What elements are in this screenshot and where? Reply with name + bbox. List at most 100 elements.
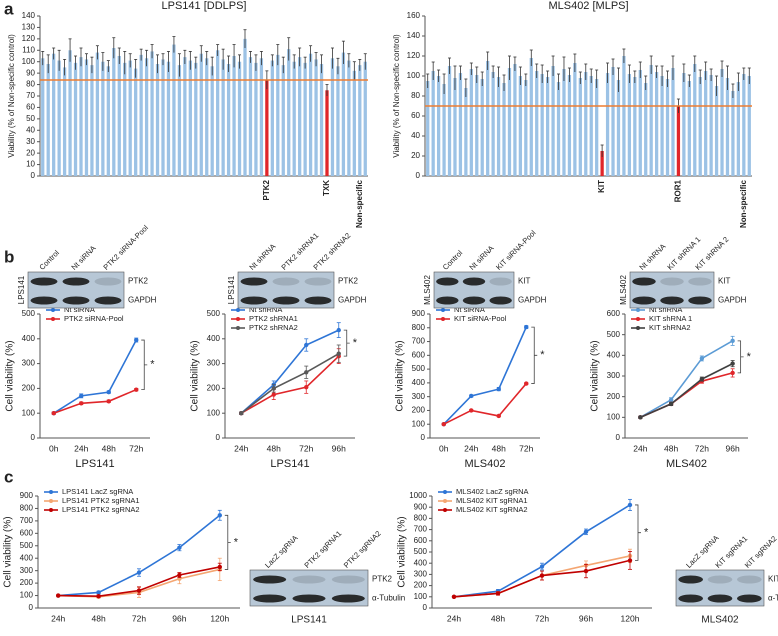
x-tick-label: 24h bbox=[464, 443, 478, 453]
bar bbox=[358, 65, 362, 176]
legend-label: PTK2 siRNA-Pool bbox=[64, 314, 124, 323]
y-tick-label: 80 bbox=[26, 80, 35, 89]
bar bbox=[627, 74, 632, 176]
significance-bracket bbox=[224, 514, 231, 570]
bar bbox=[352, 70, 356, 176]
bar bbox=[426, 81, 430, 176]
x-tick-label: 72h bbox=[132, 613, 146, 623]
y-tick-label: 40 bbox=[411, 131, 420, 140]
point bbox=[730, 338, 735, 344]
point bbox=[304, 384, 309, 390]
y-tick-label: 600 bbox=[20, 528, 34, 537]
x-tick-label: 24h bbox=[447, 613, 461, 623]
bar bbox=[584, 72, 588, 176]
y-axis-title: Cell viability (%) bbox=[397, 516, 408, 587]
series-line bbox=[443, 383, 527, 425]
legend-marker bbox=[49, 508, 53, 512]
bar bbox=[79, 57, 83, 177]
bar bbox=[150, 51, 154, 176]
point bbox=[96, 593, 101, 599]
y-tick-label: 400 bbox=[607, 350, 621, 359]
point bbox=[730, 361, 735, 366]
x-tick-label: 72h bbox=[695, 443, 709, 453]
bar bbox=[101, 61, 105, 176]
point bbox=[134, 387, 139, 392]
y-axis-title: Viability (% of Non-specific control) bbox=[7, 34, 16, 158]
x-tick-label: 0h bbox=[439, 443, 449, 453]
y-tick-label: 20 bbox=[26, 148, 35, 157]
bar bbox=[248, 57, 253, 177]
bar bbox=[469, 69, 473, 176]
series-line bbox=[453, 504, 631, 598]
point bbox=[583, 529, 589, 535]
bar bbox=[52, 53, 56, 176]
bar bbox=[611, 67, 615, 176]
point bbox=[106, 399, 111, 404]
x-tick-label: 24h bbox=[633, 443, 647, 453]
bar bbox=[654, 72, 659, 176]
x-tick-label: 48h bbox=[267, 443, 281, 453]
y-tick-label: 200 bbox=[412, 406, 426, 415]
point bbox=[638, 415, 643, 420]
y-tick-label: 200 bbox=[22, 384, 36, 393]
legend-label: PTK2 shRNA1 bbox=[249, 314, 298, 323]
y-tick-label: 400 bbox=[20, 553, 34, 562]
y-tick-label: 600 bbox=[414, 536, 428, 545]
significance-bracket bbox=[141, 339, 148, 391]
series-line bbox=[240, 355, 340, 414]
y-tick-label: 700 bbox=[20, 516, 34, 525]
bar bbox=[660, 76, 664, 176]
y-tick-label: 300 bbox=[22, 359, 36, 368]
bar bbox=[720, 69, 724, 176]
blot-band bbox=[436, 296, 459, 305]
y-tick-label: 500 bbox=[412, 364, 426, 373]
x-tick-label: 48h bbox=[492, 443, 506, 453]
bar bbox=[622, 56, 626, 176]
y-tick-label: 90 bbox=[26, 68, 35, 77]
band-label: GAPDH bbox=[518, 296, 547, 305]
y-tick-label: 0 bbox=[416, 171, 421, 180]
significance-bracket bbox=[343, 329, 350, 357]
x-tick-label: 24h bbox=[234, 443, 248, 453]
bar bbox=[540, 74, 544, 176]
bar bbox=[210, 66, 214, 176]
legend-marker bbox=[236, 317, 240, 321]
legend-label: LPS141 PTK2 sgRNA2 bbox=[62, 505, 140, 514]
point bbox=[496, 386, 501, 392]
bar bbox=[731, 91, 735, 176]
point bbox=[469, 393, 474, 399]
point bbox=[469, 408, 474, 413]
bar bbox=[276, 54, 280, 176]
bar bbox=[308, 53, 313, 176]
series-line bbox=[58, 514, 221, 597]
bar bbox=[709, 75, 713, 176]
bar bbox=[551, 66, 555, 176]
bar bbox=[676, 106, 681, 176]
y-tick-label: 600 bbox=[607, 309, 621, 318]
y-tick-label: 0 bbox=[616, 433, 621, 442]
y-tick-label: 160 bbox=[407, 11, 421, 20]
bar bbox=[177, 65, 182, 176]
point bbox=[336, 351, 341, 356]
point bbox=[79, 401, 84, 406]
point bbox=[336, 327, 341, 333]
cell-line-label: MLS402 bbox=[619, 275, 628, 305]
series-line bbox=[240, 329, 340, 414]
chart-title: LPS141 [DDLPS] bbox=[162, 0, 247, 12]
band-label: KIT bbox=[518, 277, 531, 286]
bar bbox=[73, 62, 78, 176]
bar bbox=[117, 56, 121, 176]
point bbox=[627, 502, 633, 508]
y-tick-label: 500 bbox=[607, 330, 621, 339]
cell-line-label: MLS402 bbox=[423, 275, 432, 305]
blot-band bbox=[436, 277, 459, 286]
y-tick-label: 800 bbox=[412, 323, 426, 332]
bar bbox=[112, 48, 116, 176]
point bbox=[136, 570, 142, 575]
legend-marker bbox=[51, 317, 55, 321]
y-tick-label: 700 bbox=[412, 337, 426, 346]
y-tick-label: 1000 bbox=[409, 491, 427, 500]
point bbox=[524, 324, 529, 330]
y-tick-label: 0 bbox=[423, 603, 428, 612]
bar bbox=[573, 63, 577, 176]
